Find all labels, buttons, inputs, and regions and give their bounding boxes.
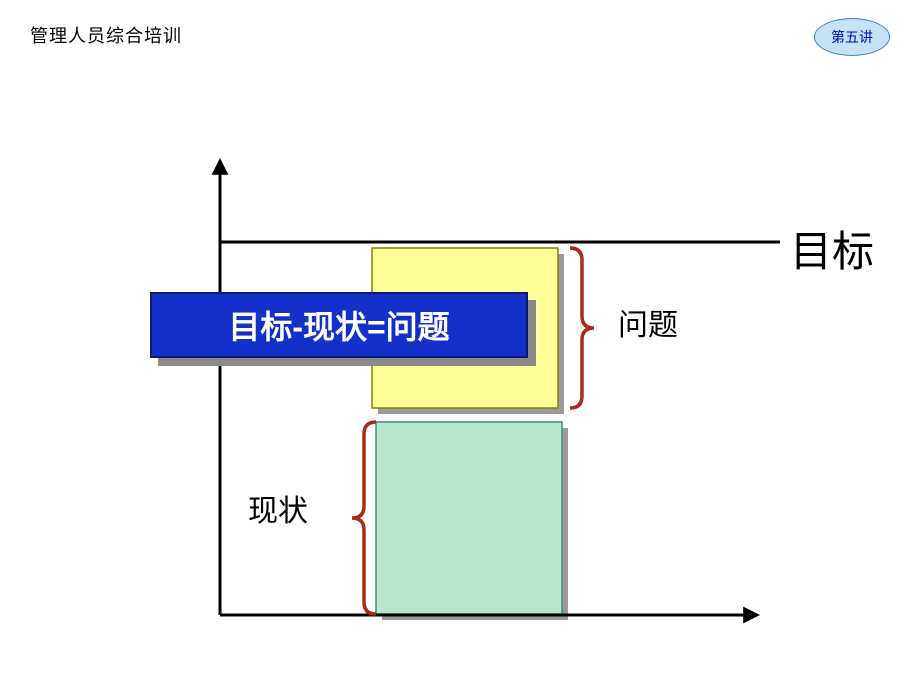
target-label: 目标 bbox=[790, 218, 874, 279]
formula-box: 目标-现状=问题 bbox=[150, 292, 528, 358]
problem-label: 问题 bbox=[618, 300, 678, 344]
current-state-box bbox=[376, 422, 562, 614]
x-axis-arrow-icon bbox=[743, 607, 760, 624]
formula-text: 目标-现状=问题 bbox=[228, 302, 449, 348]
current-label: 现状 bbox=[248, 486, 308, 530]
y-axis-arrow-icon bbox=[212, 158, 229, 175]
problem-brace-icon bbox=[570, 248, 594, 408]
current-brace-icon bbox=[352, 422, 376, 614]
